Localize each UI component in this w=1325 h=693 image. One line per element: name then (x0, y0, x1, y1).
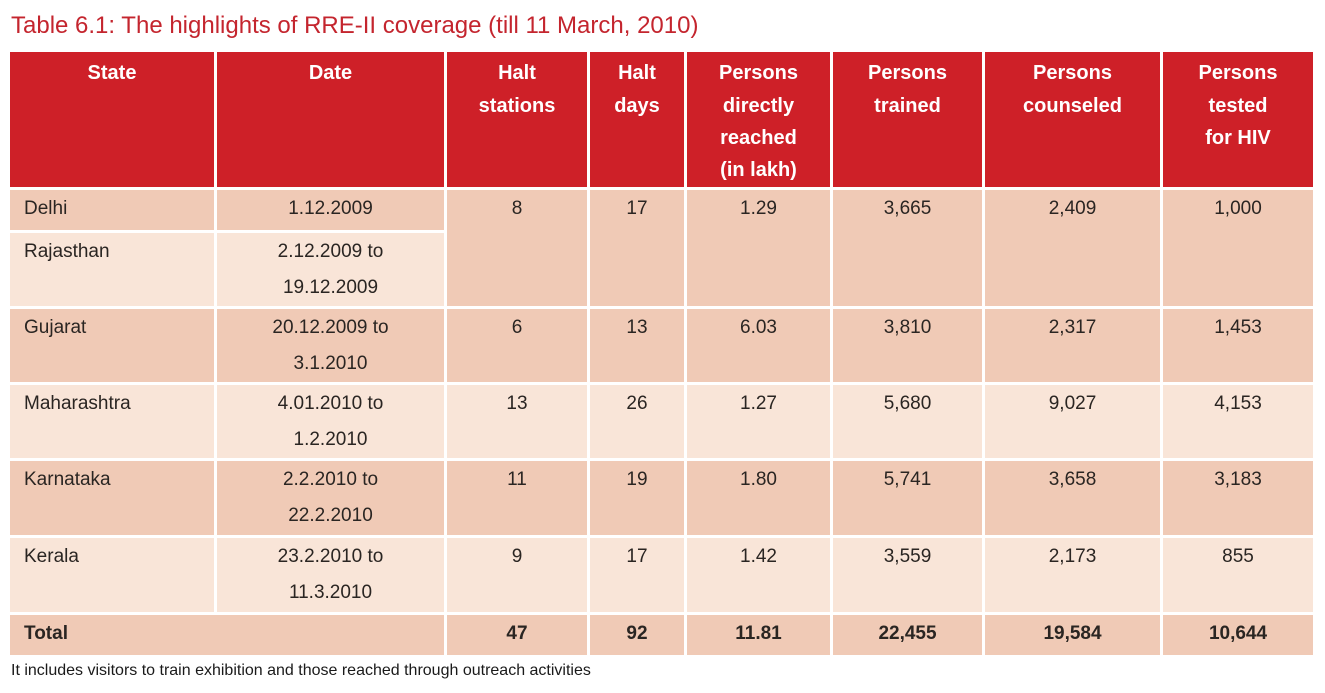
cell-maharashtra-persons-tested: 4,153 (1163, 385, 1313, 459)
cell-maharashtra-persons-reached: 1.27 (687, 385, 830, 459)
cell-gujarat-halt-stations: 6 (447, 308, 587, 383)
cell-kerala-halt-days: 17 (590, 537, 684, 612)
cell-rajasthan-state: Rajasthan (10, 232, 214, 306)
table-row-karnataka: Karnataka 2.2.2010 to 22.2.2010 11 19 1.… (10, 461, 1313, 535)
cell-kerala-persons-reached: 1.42 (687, 537, 830, 612)
column-header-halt-days: Halt days (590, 52, 684, 187)
cell-delhi-rajasthan-persons-trained: 3,665 (833, 189, 982, 306)
cell-karnataka-halt-stations: 11 (447, 461, 587, 535)
cell-delhi-rajasthan-persons-counseled: 2,409 (985, 189, 1160, 306)
cell-gujarat-date: 20.12.2009 to 3.1.2010 (217, 308, 444, 383)
cell-delhi-rajasthan-persons-tested: 1,000 (1163, 189, 1313, 306)
cell-delhi-rajasthan-halt-days: 17 (590, 189, 684, 306)
table-row-maharashtra: Maharashtra 4.01.2010 to 1.2.2010 13 26 … (10, 385, 1313, 459)
cell-delhi-state: Delhi (10, 189, 214, 230)
cell-total-label: Total (10, 614, 444, 655)
cell-gujarat-state: Gujarat (10, 308, 214, 383)
cell-kerala-persons-tested: 855 (1163, 537, 1313, 612)
cell-karnataka-halt-days: 19 (590, 461, 684, 535)
cell-maharashtra-state: Maharashtra (10, 385, 214, 459)
table-row-total: Total 47 92 11.81 22,455 19,584 10,644 (10, 614, 1313, 655)
cell-kerala-state: Kerala (10, 537, 214, 612)
cell-gujarat-persons-counseled: 2,317 (985, 308, 1160, 383)
cell-rajasthan-date: 2.12.2009 to 19.12.2009 (217, 232, 444, 306)
column-header-state: State (10, 52, 214, 187)
table-row-gujarat: Gujarat 20.12.2009 to 3.1.2010 6 13 6.03… (10, 308, 1313, 383)
column-header-persons-counseled: Persons counseled (985, 52, 1160, 187)
table-row-kerala: Kerala 23.2.2010 to 11.3.2010 9 17 1.42 … (10, 537, 1313, 612)
cell-maharashtra-halt-stations: 13 (447, 385, 587, 459)
cell-karnataka-persons-trained: 5,741 (833, 461, 982, 535)
cell-gujarat-persons-trained: 3,810 (833, 308, 982, 383)
cell-delhi-rajasthan-persons-reached: 1.29 (687, 189, 830, 306)
column-header-persons-reached: Persons directly reached (in lakh) (687, 52, 830, 187)
cell-karnataka-date: 2.2.2010 to 22.2.2010 (217, 461, 444, 535)
cell-maharashtra-persons-counseled: 9,027 (985, 385, 1160, 459)
cell-delhi-date: 1.12.2009 (217, 189, 444, 230)
cell-total-persons-counseled: 19,584 (985, 614, 1160, 655)
cell-total-halt-stations: 47 (447, 614, 587, 655)
cell-total-persons-tested: 10,644 (1163, 614, 1313, 655)
table-header-row: State Date Halt stations Halt days Perso… (10, 52, 1313, 187)
column-header-halt-stations: Halt stations (447, 52, 587, 187)
cell-karnataka-persons-tested: 3,183 (1163, 461, 1313, 535)
cell-kerala-date: 23.2.2010 to 11.3.2010 (217, 537, 444, 612)
table-row-delhi: Delhi 1.12.2009 8 17 1.29 3,665 2,409 1,… (10, 189, 1313, 306)
column-header-persons-trained: Persons trained (833, 52, 982, 187)
cell-gujarat-persons-reached: 6.03 (687, 308, 830, 383)
cell-maharashtra-date: 4.01.2010 to 1.2.2010 (217, 385, 444, 459)
cell-total-persons-trained: 22,455 (833, 614, 982, 655)
cell-kerala-persons-trained: 3,559 (833, 537, 982, 612)
table-title: Table 6.1: The highlights of RRE-II cove… (11, 12, 699, 39)
table-footnote: It includes visitors to train exhibition… (11, 661, 591, 679)
cell-karnataka-persons-reached: 1.80 (687, 461, 830, 535)
table-row-rajasthan: Rajasthan 2.12.2009 to 19.12.2009 (10, 232, 1313, 306)
cell-karnataka-state: Karnataka (10, 461, 214, 535)
cell-total-persons-reached: 11.81 (687, 614, 830, 655)
column-header-persons-tested: Persons tested for HIV (1163, 52, 1313, 187)
cell-karnataka-persons-counseled: 3,658 (985, 461, 1160, 535)
rre-coverage-table: State Date Halt stations Halt days Perso… (7, 49, 1316, 657)
cell-maharashtra-halt-days: 26 (590, 385, 684, 459)
cell-total-halt-days: 92 (590, 614, 684, 655)
cell-delhi-rajasthan-halt-stations: 8 (447, 189, 587, 306)
cell-maharashtra-persons-trained: 5,680 (833, 385, 982, 459)
cell-kerala-persons-counseled: 2,173 (985, 537, 1160, 612)
column-header-date: Date (217, 52, 444, 187)
cell-kerala-halt-stations: 9 (447, 537, 587, 612)
cell-gujarat-halt-days: 13 (590, 308, 684, 383)
cell-gujarat-persons-tested: 1,453 (1163, 308, 1313, 383)
